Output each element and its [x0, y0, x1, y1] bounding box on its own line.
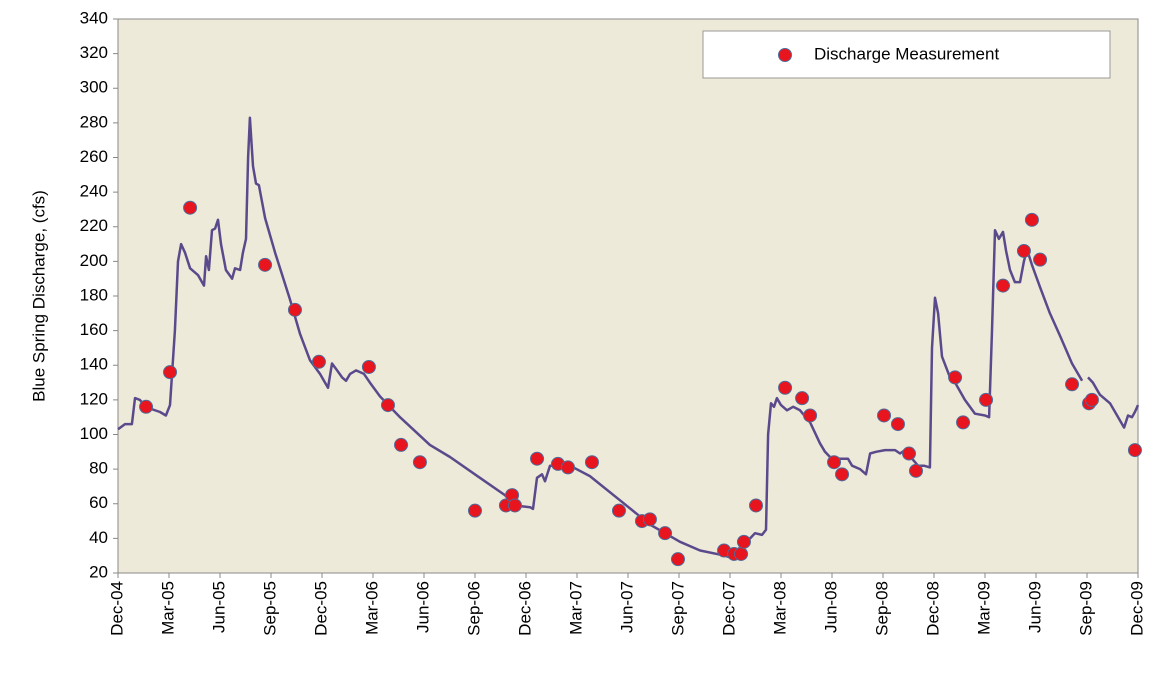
line-series: [117, 116, 1140, 559]
data-point: [507, 498, 522, 513]
x-tick-label: Jun-07: [617, 581, 636, 633]
y-tick-label: 100: [80, 424, 108, 443]
x-tick-label: Jun-05: [209, 581, 228, 633]
data-point: [827, 455, 842, 470]
x-tick-label: Mar-09: [974, 581, 993, 635]
data-point: [908, 463, 923, 478]
y-tick-label: 80: [89, 459, 108, 478]
data-point: [979, 392, 994, 407]
x-tick-label: Sep-06: [464, 581, 483, 636]
y-tick-label: 320: [80, 43, 108, 62]
x-tick-label: Jun-08: [821, 581, 840, 633]
data-point: [1084, 392, 1099, 407]
legend: [702, 30, 1111, 79]
data-point: [287, 302, 302, 317]
x-tick-label: Dec-05: [311, 581, 330, 636]
y-tick-label: 200: [80, 251, 108, 270]
y-tick-label: 20: [89, 562, 108, 581]
data-point: [902, 446, 917, 461]
data-point: [183, 200, 198, 215]
data-point: [1016, 243, 1031, 258]
y-tick-label: 160: [80, 320, 108, 339]
y-axis-title: Blue Spring Discharge, (cfs): [29, 190, 48, 402]
x-tick-label: Sep-09: [1076, 581, 1095, 636]
data-point: [948, 370, 963, 385]
plot-area: [117, 18, 1139, 574]
data-point: [1033, 252, 1048, 267]
legend-marker: [778, 48, 792, 62]
data-point: [468, 503, 482, 518]
data-point: [749, 498, 764, 513]
x-tick-label: Mar-05: [158, 581, 177, 635]
x-tick-label: Sep-05: [260, 581, 279, 636]
data-point: [584, 455, 599, 470]
x-tick-label: Dec-04: [107, 581, 126, 636]
data-point: [734, 546, 749, 561]
data-point: [835, 467, 850, 482]
y-tick-label: 140: [80, 355, 108, 374]
data-point: [642, 512, 657, 527]
x-tick-label: Mar-06: [362, 581, 381, 635]
y-tick-label: 240: [80, 182, 108, 201]
data-point: [1065, 377, 1080, 392]
data-point: [795, 391, 810, 406]
data-point: [658, 526, 673, 541]
y-tick-label: 260: [80, 147, 108, 166]
x-tick-label: Sep-08: [872, 581, 891, 636]
data-point: [956, 415, 971, 430]
y-tick-label: 280: [80, 112, 108, 131]
x-tick-label: Sep-07: [668, 581, 687, 636]
x-tick-label: Jun-09: [1025, 581, 1044, 633]
y-tick-label: 40: [89, 528, 108, 547]
data-point: [412, 455, 427, 470]
x-tick-label: Jun-06: [413, 581, 432, 633]
data-point: [380, 398, 395, 413]
data-point: [670, 552, 685, 567]
y-tick-label: 60: [89, 493, 108, 512]
data-point: [803, 408, 818, 423]
x-tick-label: Dec-07: [719, 581, 738, 636]
data-point: [611, 503, 626, 518]
x-tick-label: Mar-08: [770, 581, 789, 635]
legend-label: Discharge Measurement: [814, 44, 999, 63]
data-point: [163, 365, 178, 380]
data-point: [311, 354, 326, 369]
data-point: [1127, 443, 1142, 458]
data-point: [560, 460, 575, 475]
x-tick-label: Dec-09: [1127, 581, 1146, 636]
data-point: [736, 534, 751, 549]
y-tick-label: 120: [80, 389, 108, 408]
y-tick-label: 180: [80, 285, 108, 304]
data-point: [258, 257, 273, 272]
x-tick-label: Dec-08: [923, 581, 942, 636]
data-point: [778, 380, 793, 395]
y-tick-label: 220: [80, 216, 108, 235]
data-point: [996, 278, 1011, 293]
data-point: [530, 451, 545, 466]
data-point: [1024, 212, 1039, 227]
x-tick-label: Mar-07: [566, 581, 585, 635]
y-tick-label: 340: [80, 8, 108, 27]
x-tick-label: Dec-06: [515, 581, 534, 636]
data-point: [361, 359, 376, 374]
data-point: [394, 437, 409, 452]
data-point: [890, 417, 905, 432]
y-tick-label: 300: [80, 78, 108, 97]
data-point: [139, 399, 154, 414]
data-point: [877, 408, 892, 423]
